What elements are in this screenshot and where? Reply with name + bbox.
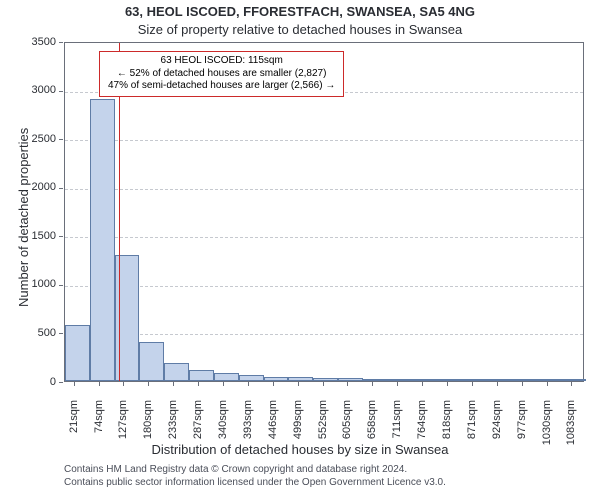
xtick-mark: [347, 382, 348, 386]
gridline-y: [65, 334, 583, 335]
ytick-label: 1500: [0, 230, 56, 242]
ytick-mark: [59, 382, 63, 383]
caption-line2: Contains public sector information licen…: [64, 477, 446, 490]
caption-line1: Contains HM Land Registry data © Crown c…: [64, 464, 446, 477]
histogram-bar: [239, 375, 264, 381]
xtick-label: 21sqm: [68, 400, 80, 460]
ytick-label: 2000: [0, 181, 56, 193]
gridline-y: [65, 140, 583, 141]
xtick-mark: [123, 382, 124, 386]
chart-title-line2: Size of property relative to detached ho…: [0, 22, 600, 37]
xtick-label: 818sqm: [441, 400, 453, 460]
ytick-mark: [59, 285, 63, 286]
histogram-bar: [487, 379, 512, 381]
histogram-bar: [437, 379, 462, 381]
histogram-bar: [288, 377, 313, 381]
histogram-bar: [388, 379, 413, 381]
xtick-mark: [248, 382, 249, 386]
xtick-mark: [173, 382, 174, 386]
xtick-label: 977sqm: [516, 400, 528, 460]
ytick-label: 1000: [0, 278, 56, 290]
xtick-label: 340sqm: [217, 400, 229, 460]
histogram-bar: [164, 363, 189, 381]
xtick-label: 924sqm: [491, 400, 503, 460]
histogram-bar: [313, 378, 338, 381]
ytick-mark: [59, 42, 63, 43]
xtick-label: 180sqm: [142, 400, 154, 460]
xtick-mark: [472, 382, 473, 386]
ytick-mark: [59, 188, 63, 189]
histogram-bar: [189, 370, 214, 381]
histogram-bar: [462, 379, 487, 381]
annotation-line1: 63 HEOL ISCOED: 115sqm: [108, 55, 335, 68]
xtick-mark: [198, 382, 199, 386]
xtick-mark: [223, 382, 224, 386]
xtick-label: 233sqm: [167, 400, 179, 460]
xtick-mark: [148, 382, 149, 386]
xtick-label: 1083sqm: [565, 400, 577, 460]
ytick-label: 500: [0, 327, 56, 339]
xtick-label: 74sqm: [93, 400, 105, 460]
ytick-mark: [59, 91, 63, 92]
xtick-label: 764sqm: [416, 400, 428, 460]
xtick-mark: [497, 382, 498, 386]
histogram-bar: [537, 379, 562, 381]
histogram-bar: [413, 379, 438, 381]
histogram-bar: [139, 342, 164, 381]
histogram-bar: [338, 378, 363, 381]
annotation-line2: ← 52% of detached houses are smaller (2,…: [108, 68, 335, 81]
gridline-y: [65, 286, 583, 287]
xtick-label: 711sqm: [391, 400, 403, 460]
chart-title-line1: 63, HEOL ISCOED, FFORESTFACH, SWANSEA, S…: [0, 4, 600, 19]
xtick-label: 287sqm: [192, 400, 204, 460]
xtick-label: 1030sqm: [541, 400, 553, 460]
xtick-label: 658sqm: [366, 400, 378, 460]
histogram-bar: [512, 379, 537, 381]
plot-area: 63 HEOL ISCOED: 115sqm← 52% of detached …: [64, 42, 584, 382]
xtick-mark: [422, 382, 423, 386]
xtick-label: 605sqm: [341, 400, 353, 460]
xtick-mark: [372, 382, 373, 386]
gridline-y: [65, 237, 583, 238]
histogram-bar: [562, 379, 587, 381]
xtick-mark: [74, 382, 75, 386]
histogram-bar: [264, 377, 289, 381]
xtick-label: 499sqm: [292, 400, 304, 460]
xtick-mark: [397, 382, 398, 386]
xtick-mark: [323, 382, 324, 386]
xtick-mark: [273, 382, 274, 386]
xtick-mark: [99, 382, 100, 386]
ytick-label: 3500: [0, 36, 56, 48]
ytick-mark: [59, 333, 63, 334]
xtick-mark: [522, 382, 523, 386]
xtick-mark: [298, 382, 299, 386]
xtick-mark: [447, 382, 448, 386]
xtick-mark: [547, 382, 548, 386]
annotation-box: 63 HEOL ISCOED: 115sqm← 52% of detached …: [99, 51, 344, 97]
xtick-label: 446sqm: [267, 400, 279, 460]
ytick-label: 2500: [0, 133, 56, 145]
xtick-label: 393sqm: [242, 400, 254, 460]
ytick-label: 3000: [0, 84, 56, 96]
ytick-label: 0: [0, 376, 56, 388]
xtick-label: 127sqm: [117, 400, 129, 460]
chart-caption: Contains HM Land Registry data © Crown c…: [64, 464, 446, 489]
histogram-bar: [65, 325, 90, 381]
annotation-line3: 47% of semi-detached houses are larger (…: [108, 80, 335, 93]
ytick-mark: [59, 139, 63, 140]
ytick-mark: [59, 236, 63, 237]
xtick-label: 552sqm: [317, 400, 329, 460]
histogram-bar: [90, 99, 115, 381]
histogram-bar: [214, 373, 239, 381]
gridline-y: [65, 189, 583, 190]
xtick-mark: [571, 382, 572, 386]
histogram-bar: [363, 379, 388, 381]
xtick-label: 871sqm: [466, 400, 478, 460]
